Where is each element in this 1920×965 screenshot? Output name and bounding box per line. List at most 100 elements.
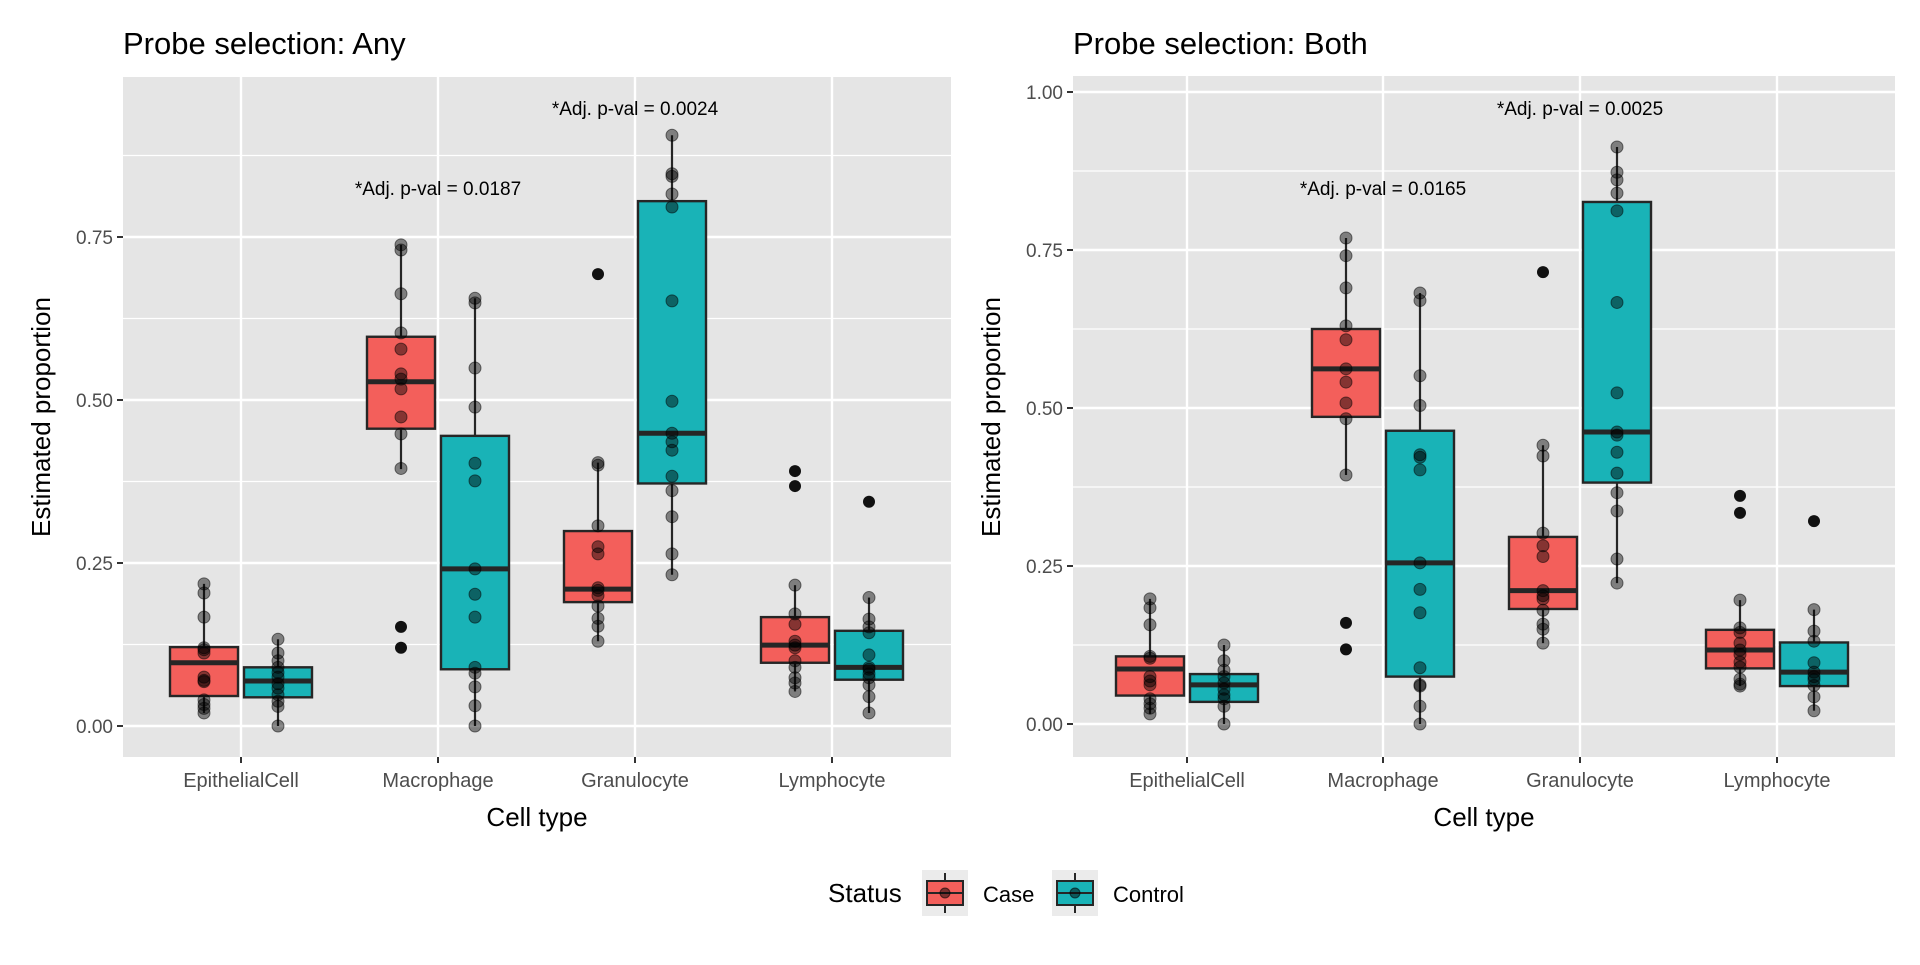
data-point[interactable]	[1413, 661, 1427, 675]
data-point[interactable]	[271, 660, 285, 674]
data-point[interactable]	[271, 681, 285, 695]
box-case-macrophage[interactable]	[365, 238, 437, 654]
data-point[interactable]	[271, 632, 285, 646]
box-iqr[interactable]	[1384, 429, 1456, 678]
box-iqr[interactable]	[1310, 327, 1382, 419]
data-point[interactable]	[788, 634, 802, 648]
data-point[interactable]	[1610, 165, 1624, 179]
data-point[interactable]	[197, 586, 211, 600]
data-point[interactable]	[1413, 450, 1427, 464]
box-control-lymphocyte[interactable]	[1778, 515, 1850, 718]
data-point[interactable]	[394, 382, 408, 396]
data-point[interactable]	[1733, 621, 1747, 635]
data-point[interactable]	[1610, 552, 1624, 566]
data-point[interactable]	[1610, 295, 1624, 309]
data-point[interactable]	[468, 719, 482, 733]
data-point[interactable]	[1610, 204, 1624, 218]
data-point[interactable]	[1413, 398, 1427, 412]
data-point[interactable]	[1143, 707, 1157, 721]
data-point[interactable]	[1413, 556, 1427, 570]
data-point[interactable]	[1339, 249, 1353, 263]
box-iqr[interactable]	[1188, 672, 1260, 704]
data-point[interactable]	[665, 443, 679, 457]
data-point[interactable]	[862, 667, 876, 681]
data-point[interactable]	[1610, 425, 1624, 439]
data-point[interactable]	[1413, 463, 1427, 477]
data-point[interactable]	[1807, 624, 1821, 638]
data-point[interactable]	[1536, 449, 1550, 463]
outlier-point[interactable]	[789, 480, 801, 493]
outlier-point[interactable]	[863, 495, 875, 508]
box-control-macrophage[interactable]	[439, 291, 511, 733]
data-point[interactable]	[1339, 375, 1353, 389]
data-point[interactable]	[197, 675, 211, 689]
legend-item-case[interactable]: Case	[922, 870, 1034, 916]
data-point[interactable]	[1339, 319, 1353, 333]
data-point[interactable]	[1143, 692, 1157, 706]
data-point[interactable]	[1807, 603, 1821, 617]
data-point[interactable]	[394, 367, 408, 381]
data-point[interactable]	[1413, 294, 1427, 308]
data-point[interactable]	[1413, 679, 1427, 693]
data-point[interactable]	[1217, 699, 1231, 713]
box-iqr[interactable]	[1114, 655, 1186, 697]
outlier-point[interactable]	[1340, 616, 1352, 629]
data-point[interactable]	[468, 680, 482, 694]
data-point[interactable]	[1339, 396, 1353, 410]
data-point[interactable]	[271, 666, 285, 680]
data-point[interactable]	[271, 677, 285, 691]
data-point[interactable]	[591, 583, 605, 597]
data-point[interactable]	[665, 568, 679, 582]
box-case-lymphocyte[interactable]	[1704, 489, 1776, 693]
data-point[interactable]	[1733, 636, 1747, 650]
data-point[interactable]	[394, 427, 408, 441]
box-case-granulocyte[interactable]	[1507, 266, 1579, 650]
data-point[interactable]	[1610, 428, 1624, 442]
data-point[interactable]	[394, 287, 408, 301]
data-point[interactable]	[665, 128, 679, 142]
data-point[interactable]	[591, 619, 605, 633]
data-point[interactable]	[591, 547, 605, 561]
data-point[interactable]	[197, 701, 211, 715]
box-control-macrophage[interactable]	[1384, 286, 1456, 731]
data-point[interactable]	[468, 296, 482, 310]
outlier-point[interactable]	[592, 268, 604, 281]
data-point[interactable]	[468, 666, 482, 680]
data-point[interactable]	[1143, 674, 1157, 688]
box-case-macrophage[interactable]	[1310, 231, 1382, 656]
data-point[interactable]	[1217, 692, 1231, 706]
box-case-granulocyte[interactable]	[562, 268, 634, 648]
data-point[interactable]	[468, 456, 482, 470]
data-point[interactable]	[1536, 592, 1550, 606]
data-point[interactable]	[394, 410, 408, 424]
outlier-point[interactable]	[395, 641, 407, 654]
data-point[interactable]	[1339, 281, 1353, 295]
data-point[interactable]	[862, 648, 876, 662]
data-point[interactable]	[1536, 526, 1550, 540]
box-iqr[interactable]	[636, 199, 708, 485]
box-control-epithelialcell[interactable]	[1188, 638, 1260, 731]
data-point[interactable]	[862, 678, 876, 692]
data-point[interactable]	[1143, 678, 1157, 692]
data-point[interactable]	[1733, 647, 1747, 661]
data-point[interactable]	[1143, 651, 1157, 665]
box-case-epithelialcell[interactable]	[168, 577, 240, 720]
data-point[interactable]	[1536, 622, 1550, 636]
data-point[interactable]	[1610, 486, 1624, 500]
outlier-point[interactable]	[789, 465, 801, 478]
box-control-granulocyte[interactable]	[1581, 140, 1653, 590]
data-point[interactable]	[591, 540, 605, 554]
box-control-granulocyte[interactable]	[636, 128, 708, 582]
data-point[interactable]	[1536, 550, 1550, 564]
data-point[interactable]	[1610, 173, 1624, 187]
outlier-point[interactable]	[1808, 515, 1820, 528]
data-point[interactable]	[1807, 678, 1821, 692]
data-point[interactable]	[468, 291, 482, 305]
data-point[interactable]	[1807, 656, 1821, 670]
data-point[interactable]	[862, 671, 876, 685]
data-point[interactable]	[197, 670, 211, 684]
data-point[interactable]	[1536, 438, 1550, 452]
data-point[interactable]	[468, 610, 482, 624]
data-point[interactable]	[788, 684, 802, 698]
data-point[interactable]	[862, 626, 876, 640]
